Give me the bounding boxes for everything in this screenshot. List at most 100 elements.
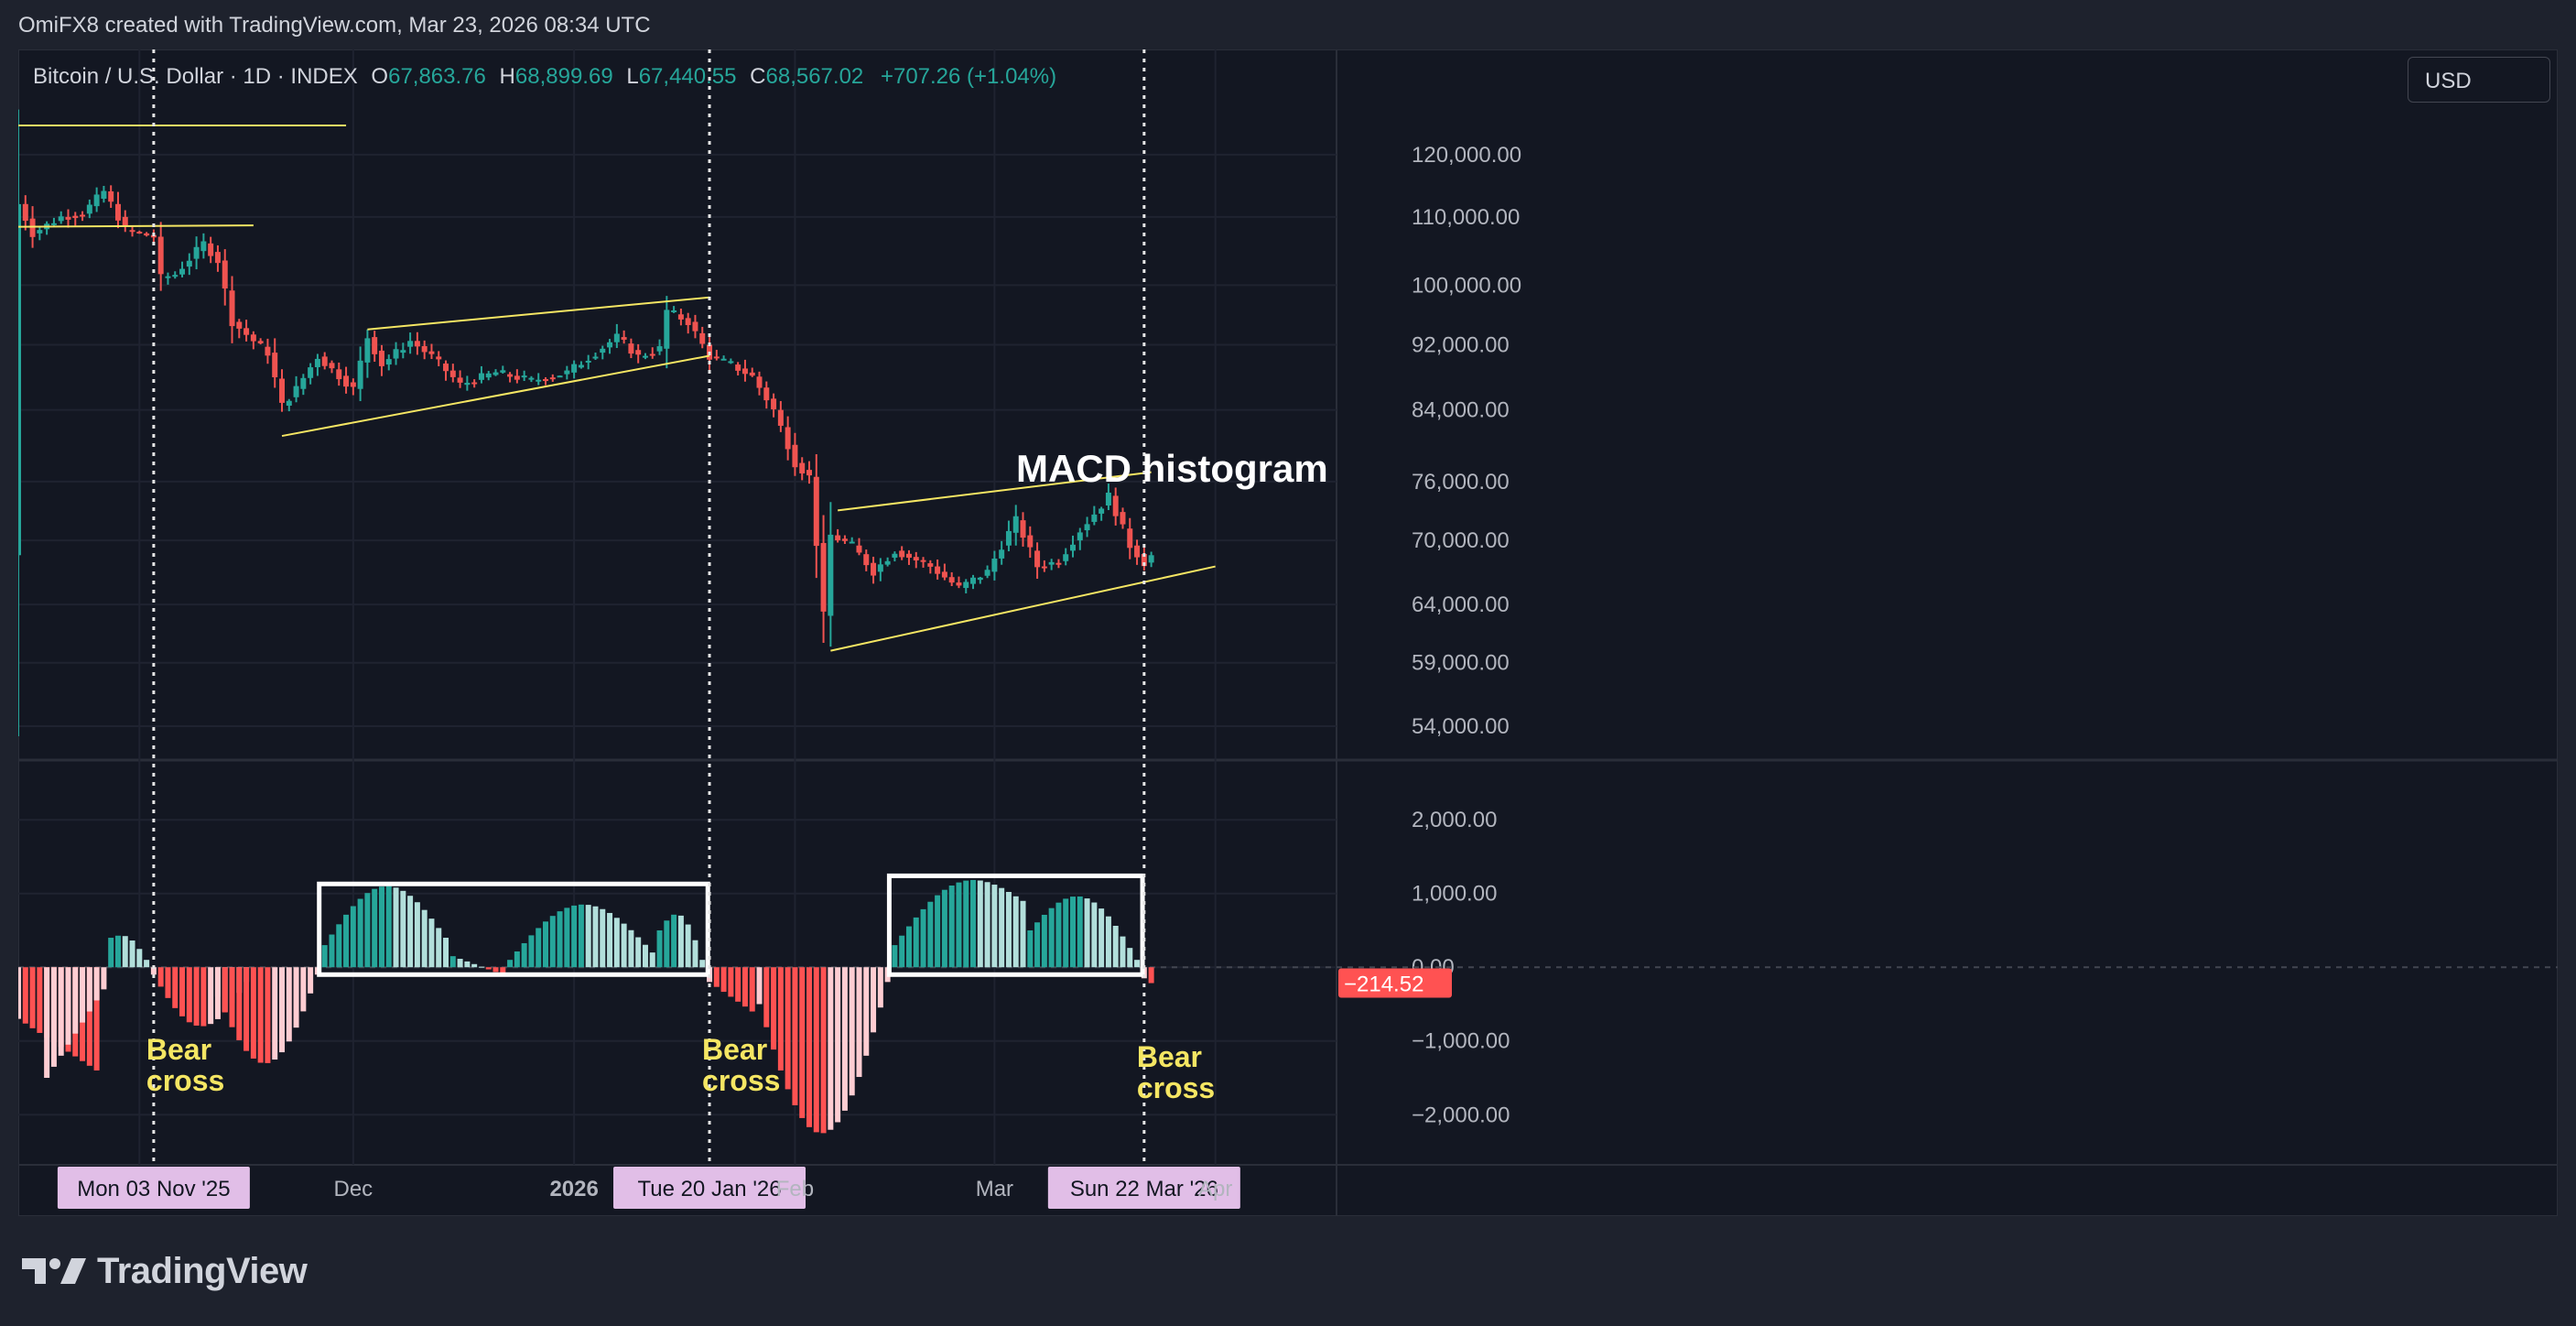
candle-body — [692, 321, 698, 332]
candle-body — [956, 582, 962, 586]
chart-canvas[interactable]: 120,000.00 110,000.00 100,000.00 92,000.00 8… — [18, 49, 2558, 1216]
candle-body — [756, 376, 763, 388]
macd-bar — [592, 906, 599, 968]
macd-bar — [257, 967, 264, 1063]
candle-body — [208, 243, 214, 256]
candle-body — [329, 363, 335, 369]
candle-body — [935, 566, 941, 574]
symbol-label[interactable]: Bitcoin / U.S. Dollar · 1D · INDEX — [33, 64, 358, 89]
macd-bar — [1134, 960, 1141, 968]
candle-body — [364, 338, 371, 363]
candle-body — [1027, 535, 1034, 548]
macd-bar — [1148, 967, 1154, 984]
macd-bar — [421, 909, 428, 968]
macd-bar — [920, 908, 926, 968]
candle-body — [507, 374, 514, 377]
candle-body — [407, 341, 414, 347]
candle-body — [193, 246, 200, 259]
candle-body — [536, 379, 542, 382]
candle-body — [1105, 492, 1111, 505]
candle-body — [308, 367, 314, 378]
macd-bar — [449, 956, 456, 968]
macd-bar — [841, 967, 848, 1111]
candle-body — [272, 353, 278, 377]
candle-body — [863, 554, 870, 566]
trendline[interactable] — [281, 354, 710, 438]
macd-bar — [792, 967, 798, 1105]
candle-body — [1120, 512, 1126, 525]
macd-bar — [407, 896, 414, 968]
candle-body — [799, 462, 806, 473]
macd-bar — [101, 967, 107, 990]
candle-body — [321, 356, 328, 366]
high-label: H — [499, 64, 515, 89]
macd-bar — [357, 898, 363, 968]
tradingview-brand[interactable]: TradingView — [20, 1251, 308, 1291]
candle-body — [521, 375, 527, 378]
macd-bar — [343, 914, 350, 968]
candle-body — [157, 236, 164, 275]
macd-bar — [735, 967, 741, 1002]
candle-body — [607, 342, 613, 348]
macd-bar — [899, 935, 905, 968]
macd-bar — [58, 967, 64, 1056]
macd-bar — [236, 967, 243, 1040]
low-value: 67,440.55 — [638, 64, 737, 89]
time-axis-label: 2026 — [549, 1177, 598, 1201]
macd-bar — [492, 967, 499, 973]
candle-body — [699, 332, 706, 344]
macd-bar — [756, 967, 763, 1005]
trendline[interactable] — [838, 471, 1152, 512]
macd-bar — [400, 890, 406, 968]
macd-bar — [72, 967, 79, 1034]
candle-body — [656, 346, 663, 352]
chart-panel — [18, 49, 2558, 1216]
price-tick-label: 70,000.00 — [1412, 528, 1510, 553]
candle-body — [428, 351, 435, 354]
candle-body — [50, 223, 57, 225]
candle-body — [37, 230, 43, 234]
candle-body — [1034, 550, 1041, 568]
macd-bar — [1105, 916, 1111, 968]
candle-body — [1099, 508, 1105, 514]
macd-bar — [214, 967, 221, 997]
candle-body — [948, 577, 955, 583]
candle-body — [80, 214, 86, 217]
macd-bar — [244, 967, 250, 1051]
candle-body — [22, 203, 28, 222]
highlight-box[interactable] — [886, 873, 1145, 977]
highlight-box[interactable] — [317, 881, 710, 977]
candle-body — [970, 577, 977, 584]
candle-body — [72, 215, 79, 219]
tradingview-logo-icon — [22, 1258, 86, 1284]
trendline[interactable] — [367, 296, 710, 331]
currency-button[interactable]: USD — [2408, 57, 2550, 103]
candle-body — [478, 373, 484, 380]
macd-bar — [471, 963, 478, 968]
macd-bar — [564, 908, 570, 968]
macd-bar — [991, 885, 998, 968]
candle-body — [785, 427, 791, 450]
time-axis-label: Tue 20 Jan '26 — [637, 1177, 781, 1201]
macd-bar — [777, 967, 784, 1071]
candle-body — [421, 345, 428, 353]
trendline[interactable] — [830, 565, 1216, 652]
candle-body — [927, 563, 934, 567]
macd-bar — [999, 887, 1005, 968]
candle-body — [357, 360, 363, 389]
macd-bar — [172, 967, 179, 1008]
macd-tick-label: −2,000.00 — [1412, 1103, 1510, 1127]
candle-body — [1127, 528, 1133, 549]
macd-bar — [1112, 925, 1119, 968]
candle-body — [93, 194, 100, 207]
macd-bar — [37, 967, 43, 1033]
macd-bar — [222, 967, 228, 1013]
trendline[interactable] — [18, 224, 254, 228]
annotation-text: cross — [702, 1064, 780, 1097]
macd-bar — [871, 967, 877, 1033]
candle-body — [549, 377, 556, 380]
macd-bar — [1077, 896, 1083, 968]
candle-body — [1084, 524, 1090, 531]
time-axis-label: Mar — [976, 1177, 1013, 1201]
macd-bar — [927, 901, 934, 968]
